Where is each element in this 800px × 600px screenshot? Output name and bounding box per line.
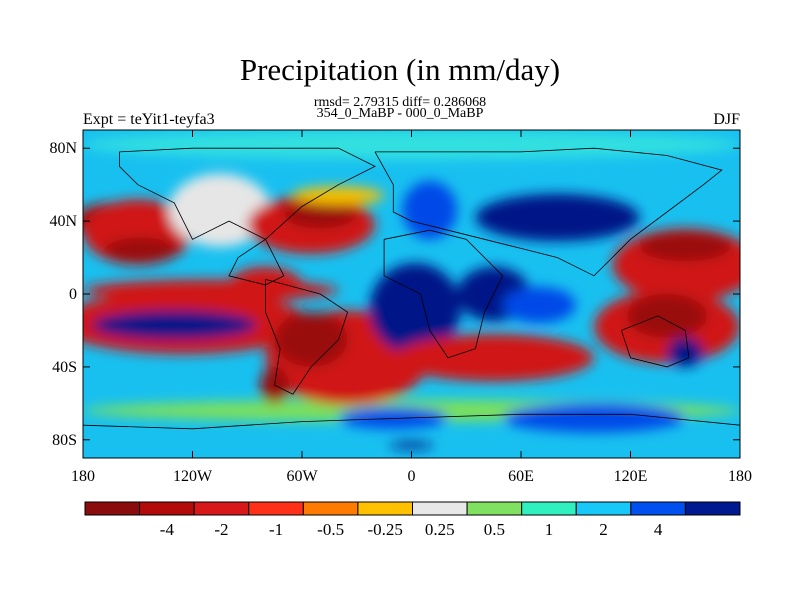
- axis-ticks: 180 120W 60W 0 60E 120E 180 80N 40N 0 40S 80S: [49, 130, 752, 485]
- colorbar-label: 2: [599, 520, 608, 539]
- page-title: Precipitation (in mm/day): [239, 52, 561, 87]
- field-region: [502, 286, 576, 324]
- colorbar-swatch: [630, 501, 686, 516]
- field-region: [83, 130, 740, 160]
- colorbar-label: -4: [160, 520, 175, 539]
- lat-tick-label: 80N: [49, 140, 77, 157]
- field-region: [393, 334, 594, 382]
- lon-tick-label: 180: [71, 468, 95, 485]
- lat-tick-label: 40N: [49, 213, 77, 230]
- colorbar: -4 -2 -1 -0.5 -0.25 0.25 0.5 1 2 4: [84, 501, 741, 539]
- colorbar-swatch: [575, 501, 632, 516]
- coastlines: [83, 147, 740, 430]
- coastline: [83, 413, 740, 430]
- colorbar-swatch: [302, 501, 359, 516]
- coastline: [374, 147, 723, 277]
- field-region: [168, 173, 271, 247]
- colorbar-label: -0.25: [367, 520, 402, 539]
- field-region: [104, 237, 178, 264]
- colorbar-swatch: [357, 501, 413, 516]
- subtitle-stats: rmsd= 2.79315 diff= 0.286068: [313, 95, 487, 110]
- lon-tick-label: 180: [728, 468, 752, 485]
- coastline: [621, 315, 690, 368]
- field-region: [639, 232, 731, 262]
- coastline: [119, 147, 376, 286]
- field-region: [389, 441, 434, 449]
- lon-tick-label: 120W: [173, 468, 213, 485]
- colorbar-swatch: [521, 501, 577, 516]
- colorbar-label: -1: [269, 520, 283, 539]
- colorbar-swatch: [684, 501, 741, 516]
- colorbar-swatch: [248, 501, 304, 516]
- field-region: [402, 181, 458, 240]
- coastline: [265, 279, 349, 395]
- field-region: [292, 186, 385, 205]
- colorbar-label: -2: [214, 520, 228, 539]
- lon-tick-label: 120E: [614, 468, 648, 485]
- colorbar-label: 0.25: [425, 520, 455, 539]
- season-label: DJF: [713, 111, 740, 128]
- field-region: [92, 310, 257, 340]
- lon-tick-label: 60W: [286, 468, 318, 485]
- colorbar-label: 1: [545, 520, 554, 539]
- colorbar-label: -0.5: [317, 520, 344, 539]
- colorbar-swatch: [412, 501, 468, 516]
- lon-tick-label: 60E: [508, 468, 534, 485]
- field-region: [475, 193, 640, 242]
- field-region: [369, 263, 461, 355]
- colorbar-swatch: [466, 501, 523, 516]
- subtitle-periods: 354_0_MaBP - 000_0_MaBP: [316, 106, 484, 121]
- experiment-label: Expt = teYit1-teyfa3: [83, 111, 215, 128]
- lat-tick-label: 0: [69, 286, 77, 303]
- field-region: [502, 403, 686, 433]
- field-regions: [83, 130, 740, 449]
- field-region: [338, 406, 448, 429]
- field-region: [274, 312, 348, 367]
- colorbar-label: 0.5: [484, 520, 505, 539]
- colorbar-swatch: [139, 501, 195, 516]
- coastline: [383, 229, 504, 359]
- lon-tick-label: 0: [408, 468, 416, 485]
- precipitation-field: [83, 130, 740, 458]
- field-region: [667, 337, 704, 367]
- colorbar-label: 4: [654, 520, 663, 539]
- lat-tick-label: 40S: [52, 359, 77, 376]
- colorbar-swatch: [84, 501, 141, 516]
- colorbar-swatch: [193, 501, 250, 516]
- lat-tick-label: 80S: [52, 432, 77, 449]
- field-region: [626, 294, 708, 338]
